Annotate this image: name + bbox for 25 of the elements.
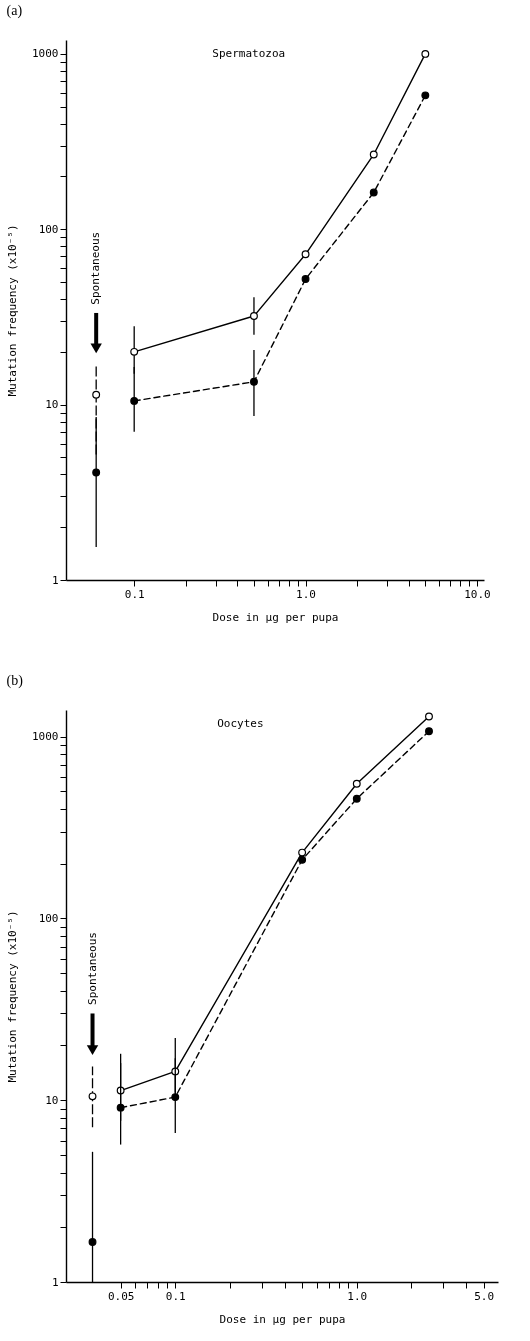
y-tick-label: 1	[51, 573, 59, 587]
x-tick-label: 10.0	[464, 587, 491, 601]
y-axis-title: Mutation frequency (x10⁻⁵)	[6, 224, 20, 397]
y-tick-label: 10	[45, 398, 59, 412]
y-tick-label: 100	[38, 222, 59, 236]
y-axis-title: Mutation frequency (x10⁻⁵)	[6, 910, 20, 1083]
y-tick-label: 1000	[32, 730, 59, 744]
x-tick-label: 5.0	[474, 1289, 495, 1303]
x-tick-label: 1.0	[296, 587, 316, 601]
x-axis-title: Dose in μg per pupa	[212, 610, 339, 624]
x-axis-title: Dose in μg per pupa	[219, 1312, 346, 1326]
annotation: Oocytes	[217, 717, 264, 730]
x-tick-label: 1.0	[347, 1289, 368, 1303]
y-tick-label: 1000	[32, 47, 59, 61]
chart-title: (b)	[6, 673, 24, 689]
annotation: Spontaneous	[85, 932, 99, 1005]
annotation: Spontaneous	[89, 231, 103, 305]
y-tick-label: 10	[45, 1093, 59, 1107]
x-tick-label: 0.05	[107, 1289, 135, 1303]
y-tick-label: 1	[51, 1275, 59, 1289]
chart-title: (a)	[6, 3, 23, 19]
y-tick-label: 100	[38, 911, 59, 925]
x-tick-label: 0.1	[165, 1289, 186, 1303]
x-tick-label: 0.1	[124, 587, 145, 601]
annotation: Spermatozoa	[212, 47, 286, 60]
